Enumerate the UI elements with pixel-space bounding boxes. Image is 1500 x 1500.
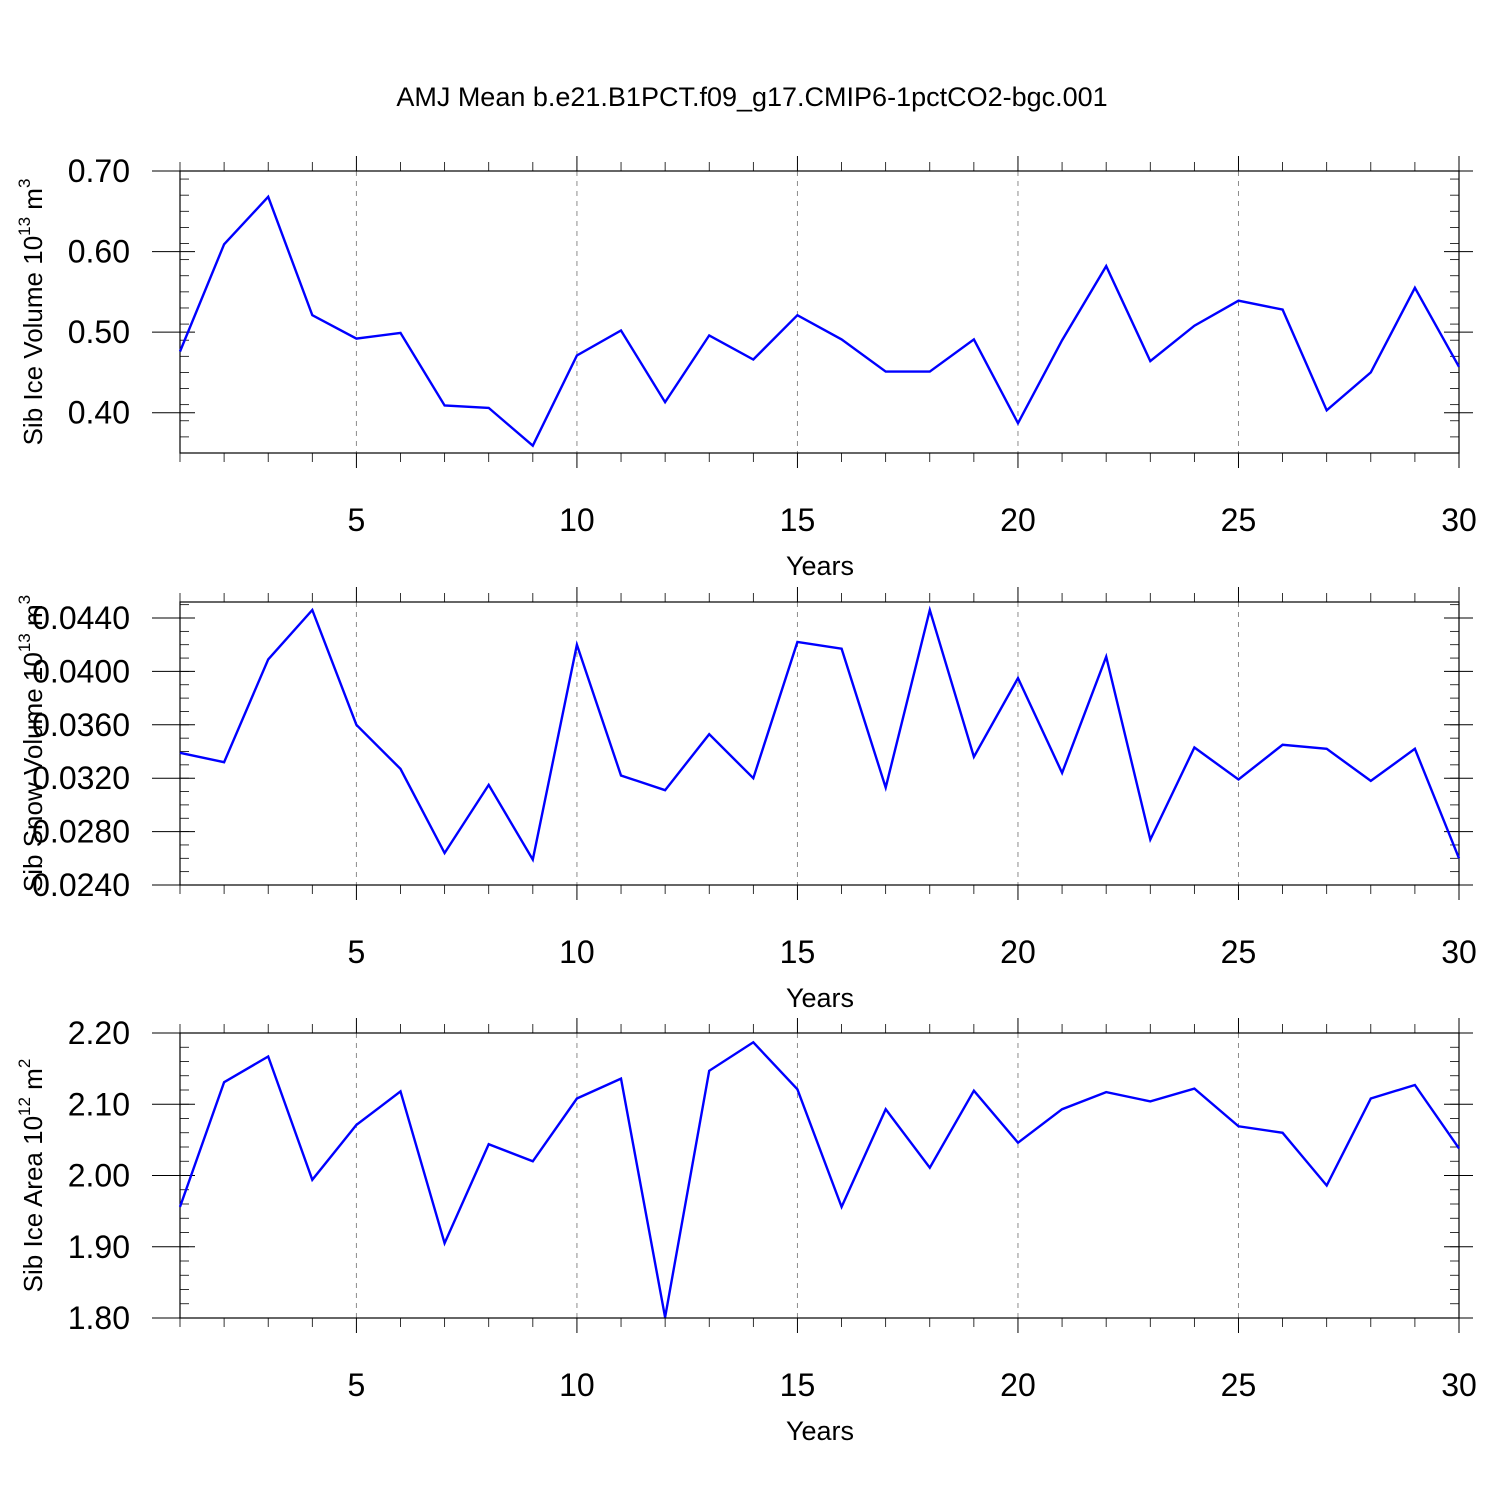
y-axis-label-text: Sib Ice Area 10: [18, 1116, 48, 1292]
panel-1: 5 10 15 20 25 30 Years 0.40 0.50 0.60 0.70 Sib Ice …: [15, 153, 1477, 581]
y-tick-label: 2.00: [68, 1158, 130, 1194]
series-line: [178, 194, 1461, 448]
x-axis-label: Years: [786, 551, 854, 581]
y-tick-label: 1.80: [68, 1300, 130, 1336]
x-tick-label: 25: [1221, 934, 1257, 970]
y-tick-label: 0.0280: [32, 814, 130, 850]
y-tick-label: 0.60: [68, 234, 130, 270]
plot-frame: [179, 601, 1460, 886]
x-tick-label: 5: [348, 1367, 366, 1403]
x-tick-label: 10: [559, 934, 595, 970]
x-tick-label: 20: [1000, 502, 1036, 538]
y-tick-label: 1.90: [68, 1229, 130, 1265]
y-tick-label: 0.40: [68, 395, 130, 431]
x-tick-label: 30: [1441, 1367, 1477, 1403]
plot-frame: [179, 1032, 1460, 1319]
x-tick-label: 25: [1221, 1367, 1257, 1403]
x-tick-label: 20: [1000, 934, 1036, 970]
y-axis-label-text: Sib Snow Volume 10: [18, 652, 48, 892]
y-axis-label-text: Sib Ice Volume 10: [18, 236, 48, 446]
y-tick-label: 0.0240: [32, 867, 130, 903]
x-tick-label: 30: [1441, 502, 1477, 538]
y-axis-label-exponent: 13: [15, 217, 34, 236]
y-tick-label: 0.0440: [32, 600, 130, 636]
series-line: [178, 1040, 1460, 1318]
y-tick-label: 0.0320: [32, 760, 130, 796]
x-tick-label: 5: [348, 934, 366, 970]
plot-frame: [179, 170, 1460, 454]
x-tick-label: 10: [559, 502, 595, 538]
x-tick-label: 30: [1441, 934, 1477, 970]
y-axis-label: Sib Snow Volume 1013 m3: [15, 595, 48, 892]
x-tick-label: 10: [559, 1367, 595, 1403]
y-axis-label-unit-exponent: 2: [15, 1059, 34, 1068]
y-axis-label-unit-exponent: 3: [15, 179, 34, 188]
y-axis-label-unit: m: [18, 604, 48, 633]
y-tick-label: 2.10: [68, 1086, 130, 1122]
y-axis-label-exponent: 12: [15, 1097, 34, 1116]
x-axis-label: Years: [786, 1416, 854, 1446]
y-tick-label: 0.0400: [32, 653, 130, 689]
y-tick-label: 0.70: [68, 153, 130, 189]
y-axis-label: Sib Ice Area 1012 m2: [15, 1059, 48, 1293]
y-axis-label-unit: m: [18, 188, 48, 217]
x-tick-label: 15: [780, 934, 816, 970]
x-axis-label: Years: [786, 983, 854, 1013]
panel-3: 5 10 15 20 25 30 Years 1.80 1.90 2.00 2.10 2.20 Sib …: [15, 1015, 1477, 1446]
y-tick-label: 0.50: [68, 314, 130, 350]
y-axis-label-unit-exponent: 3: [15, 595, 34, 604]
panel-2: 5 10 15 20 25 30 Years 0.0240 0.0280 0.0320 0.0360…: [15, 587, 1477, 1013]
chart-title: AMJ Mean b.e21.B1PCT.f09_g17.CMIP6-1pctC…: [396, 82, 1107, 112]
x-tick-label: 20: [1000, 1367, 1036, 1403]
series-line: [179, 605, 1461, 863]
y-tick-label: 0.0360: [32, 707, 130, 743]
y-axis-label-exponent: 13: [15, 633, 34, 652]
x-tick-label: 15: [780, 502, 816, 538]
y-tick-label: 2.20: [68, 1015, 130, 1051]
x-tick-label: 25: [1221, 502, 1257, 538]
y-axis-label: Sib Ice Volume 1013 m3: [15, 179, 48, 446]
y-axis-label-unit: m: [18, 1068, 48, 1097]
x-tick-label: 5: [348, 502, 366, 538]
x-tick-label: 15: [780, 1367, 816, 1403]
